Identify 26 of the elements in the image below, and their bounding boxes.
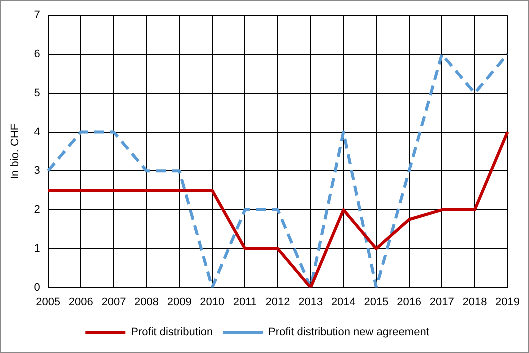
x-tick-label: 2015	[364, 296, 389, 308]
x-tick-label: 2005	[36, 296, 61, 308]
y-tick-label: 2	[34, 204, 40, 216]
x-tick-label: 2009	[167, 296, 192, 308]
x-tick-label: 2008	[134, 296, 160, 308]
x-tick-label: 2006	[68, 296, 94, 308]
x-tick-label: 2018	[462, 296, 488, 308]
y-tick-label: 5	[34, 87, 40, 100]
y-tick-label: 7	[34, 10, 40, 22]
y-axis-title: In bio. CHF	[10, 124, 22, 180]
legend-label: Profit distribution new agreement	[268, 326, 430, 339]
y-tick-label: 3	[34, 165, 40, 178]
x-tick-label: 2010	[200, 296, 225, 308]
x-tick-label: 2007	[102, 296, 126, 308]
x-tick-label: 2019	[496, 296, 520, 308]
x-tick-label: 2011	[233, 296, 258, 308]
x-tick-label: 2013	[298, 296, 324, 308]
x-tick-label: 2014	[331, 296, 356, 308]
legend-label: Profit distribution	[131, 326, 214, 339]
x-tick-label: 2016	[397, 296, 422, 308]
x-tick-label: 2017	[430, 296, 454, 308]
y-tick-label: 4	[34, 126, 40, 138]
y-tick-label: 1	[34, 242, 40, 255]
y-tick-label: 6	[34, 48, 40, 61]
x-tick-label: 2012	[266, 296, 290, 308]
y-tick-label: 0	[34, 282, 40, 294]
